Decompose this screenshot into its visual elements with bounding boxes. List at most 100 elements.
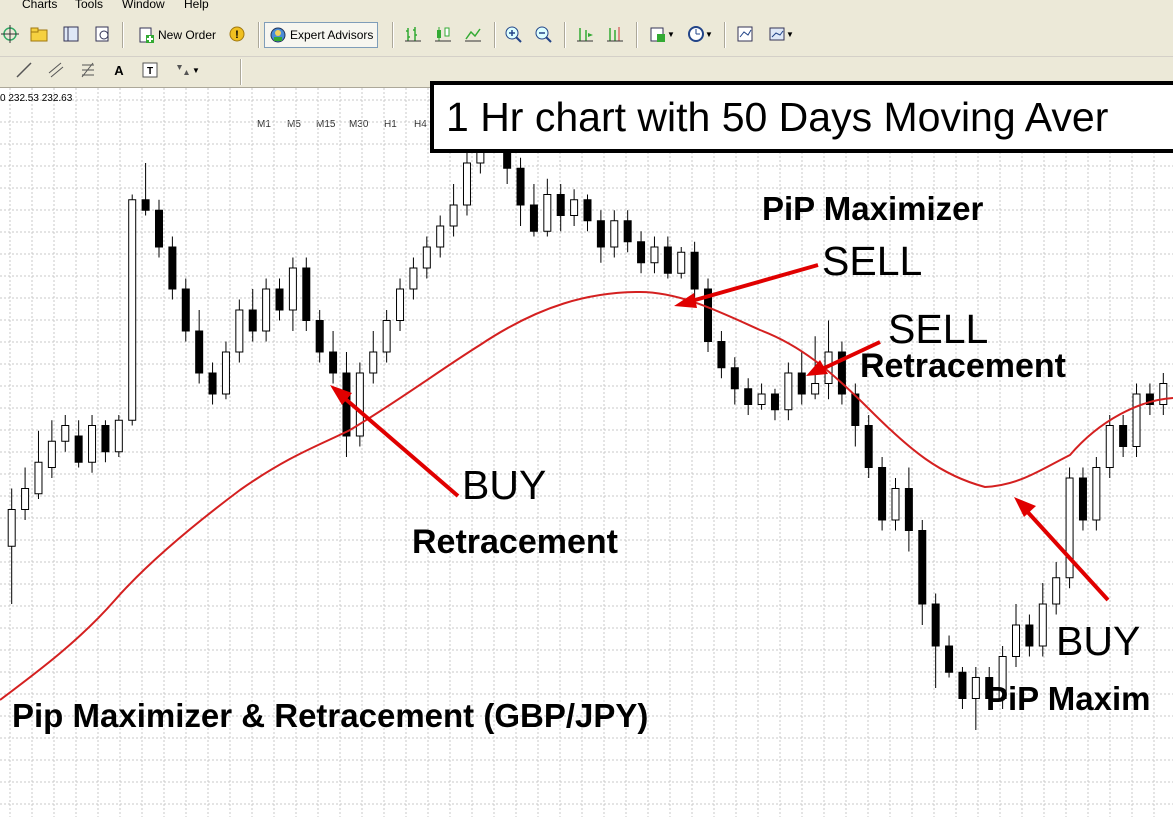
candle-body bbox=[7, 509, 16, 547]
toolbar-separator bbox=[240, 59, 242, 85]
new-order-icon bbox=[139, 27, 154, 43]
arrow-sell-1-head bbox=[674, 293, 697, 308]
candle-body bbox=[650, 246, 659, 264]
candle-body bbox=[1132, 393, 1141, 447]
indicators-icon bbox=[650, 27, 666, 42]
timeframe-m1[interactable]: M1 bbox=[257, 119, 271, 130]
text-label-tool-button[interactable]: T bbox=[138, 58, 162, 82]
menu-window[interactable]: Window bbox=[122, 0, 165, 11]
standard-toolbar: New Order ! Expert Advisors ▼ ▼ bbox=[0, 14, 1173, 57]
candle-body bbox=[837, 351, 846, 395]
candlestick-button[interactable] bbox=[432, 22, 454, 46]
ohlc-readout: 0 232.53 232.63 bbox=[0, 93, 73, 104]
toolbar-separator bbox=[392, 22, 394, 48]
chart-shift-button[interactable] bbox=[604, 22, 626, 46]
candle-body bbox=[797, 372, 806, 395]
svg-text:!: ! bbox=[235, 29, 239, 41]
text-tool-icon: A bbox=[114, 62, 124, 78]
candle-body bbox=[208, 372, 217, 395]
chevron-down-icon: ▼ bbox=[786, 29, 794, 39]
data-window-button[interactable] bbox=[92, 22, 114, 46]
candle-body bbox=[757, 393, 766, 405]
timeframe-m5[interactable]: M5 bbox=[287, 119, 301, 130]
open-folder-button[interactable] bbox=[28, 22, 50, 46]
candle-body bbox=[288, 267, 297, 311]
line-tool-button[interactable] bbox=[12, 58, 36, 82]
arrow-buy-1 bbox=[340, 394, 460, 498]
crosshair-button[interactable] bbox=[0, 22, 20, 46]
expert-advisors-label: Expert Advisors bbox=[290, 28, 374, 42]
history-center-button[interactable]: ! bbox=[226, 22, 248, 46]
profiles-button[interactable]: ▼ bbox=[764, 22, 798, 46]
periods-button[interactable]: ▼ bbox=[684, 22, 716, 46]
candle-body bbox=[730, 367, 739, 390]
candle-body bbox=[355, 372, 364, 437]
candle-body bbox=[904, 488, 913, 531]
candle-body bbox=[704, 288, 713, 342]
candle-body bbox=[1119, 425, 1128, 447]
zoom-out-button[interactable] bbox=[532, 22, 554, 46]
candle-body bbox=[1065, 477, 1074, 579]
navigator-button[interactable] bbox=[60, 22, 82, 46]
arrows-tool-button[interactable]: ▼ bbox=[170, 58, 204, 82]
candle-body bbox=[1052, 577, 1061, 605]
bar-chart-icon bbox=[405, 27, 421, 42]
candle-body bbox=[101, 425, 110, 453]
candle-body bbox=[74, 435, 83, 463]
text-tool-button[interactable]: A bbox=[108, 58, 130, 82]
toolbar-separator bbox=[564, 22, 566, 48]
candle-body bbox=[128, 199, 137, 421]
candle-body bbox=[543, 194, 552, 232]
timeframe-m30[interactable]: M30 bbox=[349, 119, 369, 130]
channel-tool-button[interactable] bbox=[44, 58, 68, 82]
candle-body bbox=[154, 209, 163, 248]
new-order-button[interactable]: New Order bbox=[132, 22, 221, 48]
menu-help[interactable]: Help bbox=[184, 0, 209, 11]
candle-body bbox=[168, 246, 177, 290]
candle-body bbox=[864, 425, 873, 468]
candle-body bbox=[195, 330, 204, 374]
templates-button[interactable] bbox=[734, 22, 756, 46]
bar-chart-button[interactable] bbox=[402, 22, 424, 46]
toolbar-separator bbox=[636, 22, 638, 48]
candle-body bbox=[34, 461, 43, 495]
candle-body bbox=[744, 388, 753, 405]
candle-body bbox=[369, 351, 378, 374]
candle-body bbox=[811, 383, 820, 395]
candle-body bbox=[891, 488, 900, 521]
chart-title-box: 1 Hr chart with 50 Days Moving Aver bbox=[430, 81, 1173, 153]
line-chart-icon bbox=[465, 28, 481, 42]
chevron-down-icon: ▼ bbox=[667, 29, 675, 39]
toolbar-separator bbox=[258, 22, 260, 48]
navigator-icon bbox=[63, 26, 79, 42]
candle-body bbox=[422, 246, 431, 269]
toolbar-separator bbox=[724, 22, 726, 48]
auto-scroll-icon bbox=[577, 28, 593, 42]
candle-body bbox=[88, 425, 97, 463]
label-pip-maximizer-bottom: PiP Maxim bbox=[986, 680, 1151, 717]
auto-scroll-button[interactable] bbox=[574, 22, 596, 46]
timeframe-h4[interactable]: H4 bbox=[414, 119, 427, 130]
candle-body bbox=[516, 167, 525, 206]
indicators-button[interactable]: ▼ bbox=[646, 22, 678, 46]
fibonacci-tool-button[interactable] bbox=[76, 58, 100, 82]
candle-body bbox=[770, 393, 779, 411]
expert-advisors-icon bbox=[270, 27, 286, 43]
menu-charts[interactable]: Charts bbox=[22, 0, 58, 11]
line-chart-button[interactable] bbox=[462, 22, 484, 46]
timeframe-m15[interactable]: M15 bbox=[316, 119, 336, 130]
candle-body bbox=[1012, 624, 1021, 657]
channel-icon bbox=[48, 62, 64, 78]
candle-body bbox=[784, 372, 793, 411]
menu-tools[interactable]: Tools bbox=[75, 0, 104, 11]
zoom-in-button[interactable] bbox=[502, 22, 524, 46]
candle-body bbox=[918, 530, 927, 605]
candle-body bbox=[623, 220, 632, 243]
candle-body bbox=[1025, 624, 1034, 647]
candle-body bbox=[302, 267, 311, 321]
timeframe-h1[interactable]: H1 bbox=[384, 119, 397, 130]
candle-body bbox=[570, 199, 579, 216]
candle-body bbox=[971, 677, 980, 699]
candle-body bbox=[449, 204, 458, 227]
expert-advisors-button[interactable]: Expert Advisors bbox=[264, 22, 379, 48]
